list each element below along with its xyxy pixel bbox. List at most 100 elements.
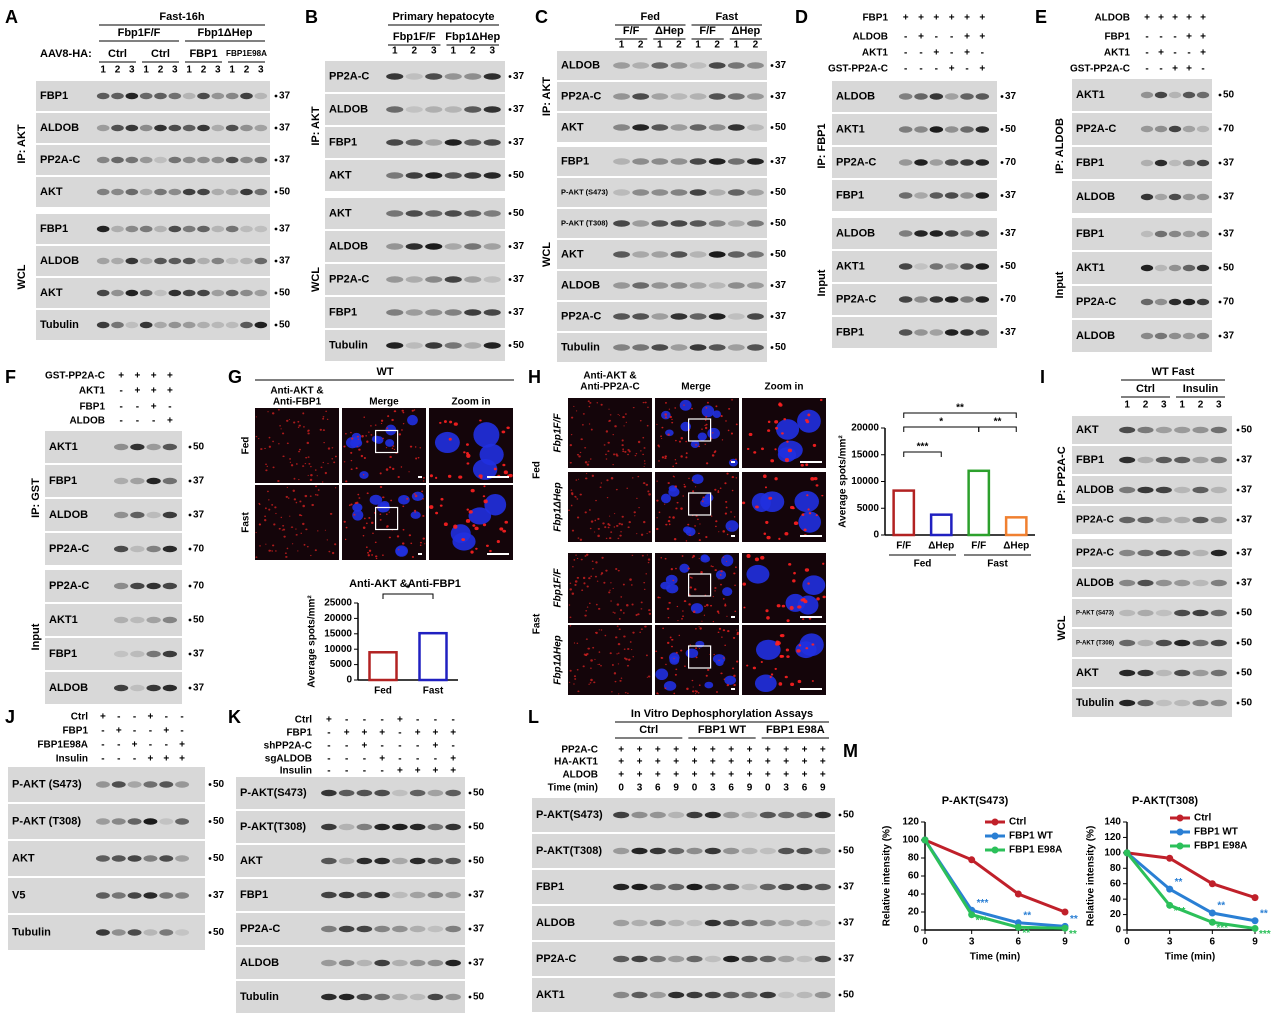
band <box>464 73 482 80</box>
blot-label: FBP1 <box>49 648 77 660</box>
band <box>747 189 764 196</box>
blot-label: FBP1 <box>1076 157 1104 169</box>
band <box>689 282 707 289</box>
x-tick-label: 9 <box>1062 937 1068 948</box>
signal-dot <box>461 538 466 542</box>
significance: ** <box>1022 928 1030 939</box>
mw-label: 50 <box>1241 638 1253 649</box>
series-point <box>921 836 929 844</box>
signal-dot <box>600 665 602 667</box>
band <box>146 650 161 658</box>
signal-dot <box>691 407 693 410</box>
mw-label: 37 <box>843 882 855 893</box>
signal-dot <box>664 413 667 416</box>
signal-dot <box>466 453 471 458</box>
signal-dot <box>588 405 591 408</box>
nucleus <box>715 658 724 667</box>
band <box>708 251 726 258</box>
signal-dot <box>594 519 597 522</box>
signal-dot <box>724 482 727 485</box>
band <box>464 276 482 283</box>
band <box>225 156 239 164</box>
signal-dot <box>401 409 404 412</box>
signal-dot <box>314 493 317 496</box>
significance: ** <box>1217 901 1225 912</box>
signal-dot <box>698 647 701 650</box>
signal-dot <box>279 425 281 427</box>
band <box>975 126 990 133</box>
signal-dot <box>660 435 662 438</box>
signal-dot <box>815 484 819 487</box>
condition-mark: + <box>379 754 385 765</box>
band <box>613 313 630 320</box>
band <box>1119 699 1136 707</box>
band <box>741 883 758 891</box>
signal-dot <box>804 418 809 422</box>
signal-dot <box>310 554 312 557</box>
signal-dot <box>641 554 644 557</box>
signal-dot <box>350 468 353 471</box>
signal-dot <box>379 513 382 516</box>
blot-label: AKT <box>40 186 63 198</box>
signal-dot <box>448 437 452 441</box>
signal-dot <box>748 432 753 437</box>
signal-dot <box>734 584 736 587</box>
signal-dot <box>774 667 777 670</box>
signal-dot <box>729 527 731 529</box>
signal-dot <box>727 629 730 633</box>
band <box>1140 159 1154 167</box>
signal-dot <box>573 405 575 408</box>
signal-dot <box>797 679 802 684</box>
signal-dot <box>429 505 434 509</box>
zoom-box <box>687 645 712 669</box>
signal-dot <box>816 597 820 601</box>
band <box>338 993 355 1001</box>
mw-dot <box>468 995 472 999</box>
band <box>1174 639 1191 647</box>
band <box>778 991 795 999</box>
blot-label: FBP1 <box>836 189 864 201</box>
band <box>632 251 650 258</box>
signal-dot <box>570 489 573 491</box>
signal-dot <box>677 620 679 622</box>
condition-mark: 3 <box>710 783 716 794</box>
signal-dot <box>382 554 384 556</box>
zoom-box <box>375 506 399 531</box>
band <box>1168 264 1182 272</box>
blot-strip <box>36 81 270 111</box>
band <box>1210 639 1227 647</box>
band <box>130 511 145 519</box>
band <box>960 263 974 270</box>
mw-label: 70 <box>1223 297 1235 308</box>
signal-dot <box>293 498 297 501</box>
signal-dot <box>685 456 688 459</box>
band <box>651 189 669 196</box>
nucleus <box>679 563 690 573</box>
blot-label: FBP1 <box>49 475 77 487</box>
band <box>338 925 355 933</box>
header-label: F/F <box>623 25 640 37</box>
signal-dot <box>742 582 747 586</box>
signal-dot <box>597 534 600 538</box>
band <box>1119 549 1136 557</box>
mw-dot <box>770 253 774 256</box>
band <box>405 342 423 349</box>
mw-dot <box>274 259 278 263</box>
band <box>960 296 974 303</box>
signal-dot <box>696 518 699 521</box>
chart-title: Anti-AKT &Anti-FBP1 <box>349 578 461 590</box>
band <box>95 929 110 936</box>
signal-dot <box>447 474 452 478</box>
signal-dot <box>306 441 310 445</box>
band <box>929 159 944 166</box>
signal-dot <box>574 678 577 680</box>
signal-dot <box>628 520 631 524</box>
significance: ** <box>956 403 964 414</box>
signal-dot <box>282 528 286 531</box>
signal-dot <box>807 582 810 585</box>
signal-dot <box>781 604 786 608</box>
signal-dot <box>605 430 609 433</box>
signal-dot <box>769 675 772 678</box>
signal-dot <box>822 595 826 599</box>
band <box>613 62 630 69</box>
